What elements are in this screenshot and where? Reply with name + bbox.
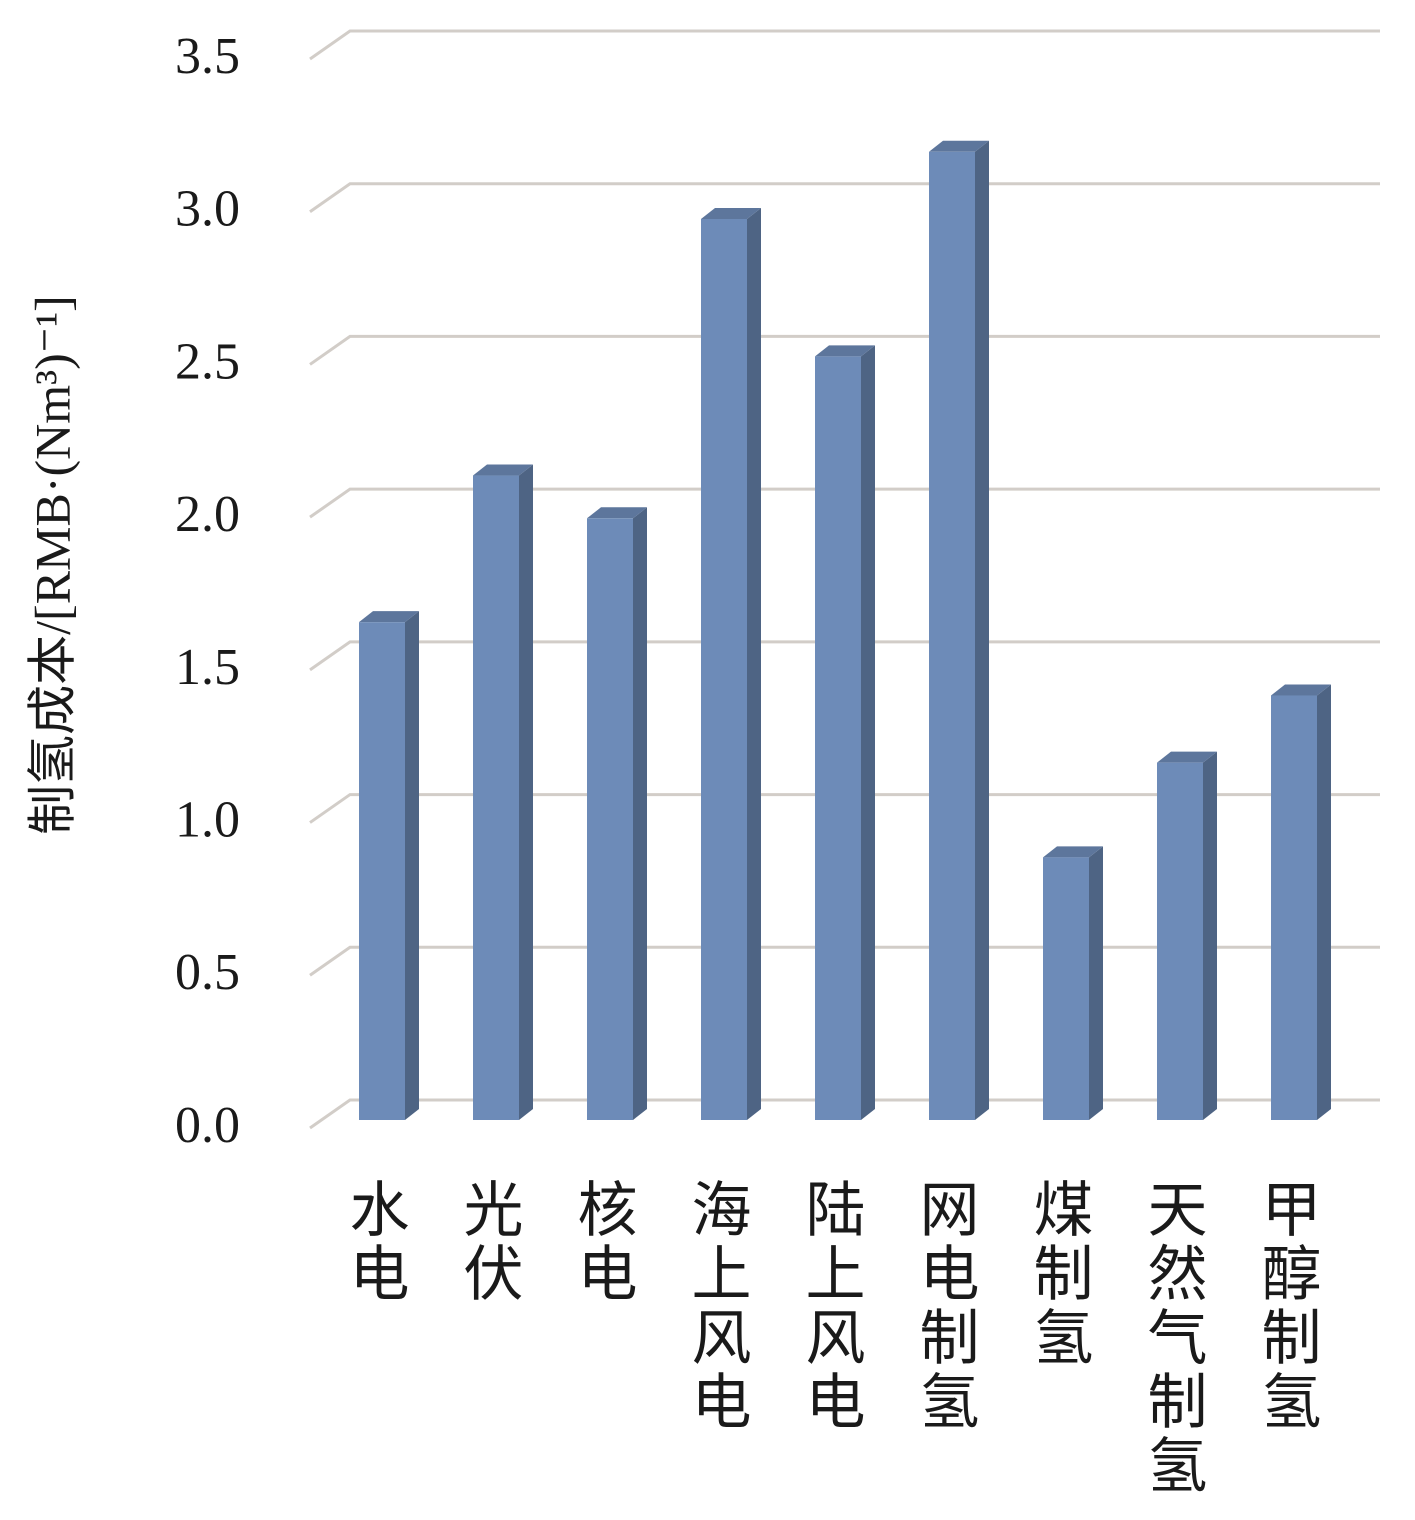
- bar-side: [975, 140, 989, 1120]
- y-tick-label: 2.0: [175, 486, 240, 543]
- y-tick-label: 1.5: [175, 639, 240, 696]
- x-tick-label: 陆上风电: [797, 1178, 863, 1434]
- grid-line: [309, 182, 1380, 213]
- x-tick-label: 光伏: [455, 1178, 522, 1306]
- y-tick-label: 0.5: [175, 944, 240, 1001]
- bar-side: [1203, 751, 1217, 1120]
- x-tick-label: 天然气制氢: [1139, 1178, 1206, 1498]
- grid-line: [309, 29, 1380, 61]
- x-tick-label: 甲醇制氢: [1253, 1178, 1319, 1434]
- y-tick-label: 2.5: [175, 333, 240, 390]
- y-axis-label: 制氢成本/[RMB·(Nm³)⁻¹]: [24, 295, 80, 835]
- grid-line: [309, 640, 1380, 672]
- grid-line: [309, 334, 1380, 366]
- bar-side: [519, 464, 533, 1120]
- bar-top: [1043, 846, 1103, 858]
- x-tick-label: 海上风电: [683, 1178, 749, 1434]
- bar-top: [473, 464, 533, 476]
- bar: [701, 218, 747, 1120]
- bar: [473, 475, 519, 1120]
- bar: [1271, 695, 1317, 1120]
- y-tick-label: 3.5: [175, 28, 240, 85]
- y-tick-label: 1.0: [175, 792, 240, 849]
- bar-top: [359, 611, 419, 623]
- grid-line: [309, 945, 1380, 977]
- bar-side: [633, 507, 647, 1120]
- grid-line: [309, 487, 1380, 519]
- bar-top: [1157, 751, 1217, 763]
- x-tick-label: 水电: [341, 1178, 407, 1306]
- bar: [587, 518, 633, 1120]
- bar-top: [587, 507, 647, 519]
- bar-side: [747, 207, 761, 1120]
- bar-top: [815, 345, 875, 357]
- bar-top: [701, 207, 761, 219]
- x-tick-label: 核电: [569, 1178, 636, 1306]
- bar-top: [929, 140, 989, 152]
- grid-line: [309, 793, 1380, 824]
- bar: [1157, 762, 1203, 1120]
- bar-side: [405, 611, 419, 1120]
- y-tick-label: 3.0: [175, 181, 240, 238]
- bar: [815, 356, 861, 1120]
- y-tick-label: 0.0: [175, 1097, 240, 1154]
- bar-top: [1271, 684, 1331, 696]
- bar: [1043, 857, 1089, 1120]
- bar: [359, 622, 405, 1120]
- bar-side: [1317, 684, 1331, 1120]
- bar-side: [861, 345, 875, 1120]
- bar-side: [1089, 846, 1103, 1120]
- x-tick-label: 网电制氢: [911, 1178, 977, 1434]
- grid-line: [309, 1098, 1380, 1130]
- x-tick-label: 煤制氢: [1025, 1178, 1091, 1370]
- bar: [929, 151, 975, 1120]
